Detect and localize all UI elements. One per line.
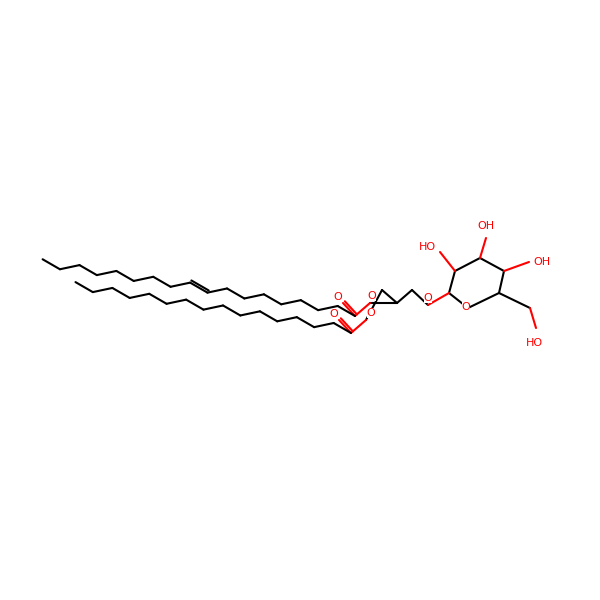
Text: HO: HO: [419, 242, 436, 252]
Text: O: O: [424, 293, 433, 303]
Text: O: O: [329, 309, 338, 319]
Text: O: O: [461, 302, 470, 312]
Text: HO: HO: [526, 338, 542, 348]
Text: O: O: [368, 291, 376, 301]
Text: O: O: [367, 308, 376, 318]
Text: OH: OH: [533, 257, 550, 267]
Text: O: O: [334, 292, 343, 302]
Text: OH: OH: [478, 221, 494, 231]
